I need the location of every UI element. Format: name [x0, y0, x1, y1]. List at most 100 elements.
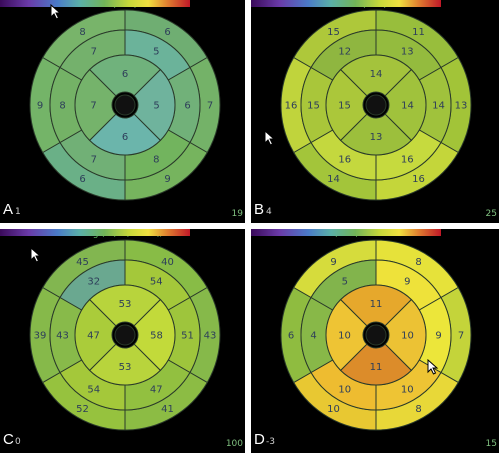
segment-value-apex-1: 10	[401, 331, 414, 342]
segment-value-outer-3: 10	[327, 404, 340, 415]
scale-max: 25	[485, 209, 497, 219]
color-scale-bar	[251, 229, 441, 236]
segment-apex-0	[339, 54, 413, 97]
segment-value-apex-3: 47	[87, 331, 100, 342]
segment-value-apex-3: 10	[338, 331, 351, 342]
scale-min: 0	[15, 437, 21, 447]
segment-value-outer-2: 41	[161, 404, 174, 415]
segment-value-mid-2: 10	[401, 385, 414, 396]
segment-apex-2	[339, 343, 413, 386]
segment-value-outer-0: 11	[412, 27, 425, 38]
segment-apex-0	[88, 284, 162, 327]
segment-apex-2	[88, 343, 162, 386]
segment-value-outer-3: 52	[76, 404, 89, 415]
segment-apex-0	[88, 54, 162, 97]
segment-value-mid-1: 9	[435, 331, 441, 342]
scale-min: -3	[266, 437, 275, 447]
segment-apex-3	[74, 298, 117, 372]
segment-value-apex-2: 6	[122, 132, 128, 143]
segment-value-mid-3: 54	[87, 385, 100, 396]
mouse-cursor-icon	[427, 359, 439, 375]
segment-value-apex-0: 6	[122, 69, 128, 80]
center-hole	[365, 94, 387, 116]
segment-apex-3	[325, 298, 368, 372]
center-hole	[114, 324, 136, 346]
segment-value-mid-4: 15	[307, 101, 320, 112]
segment-value-apex-0: 11	[370, 299, 383, 310]
segment-value-outer-5: 9	[330, 257, 336, 268]
panel-letter: D	[254, 431, 265, 448]
segment-value-outer-4: 39	[34, 331, 47, 342]
segment-value-outer-5: 45	[76, 257, 89, 268]
segment-value-mid-3: 16	[338, 155, 351, 166]
segment-value-apex-1: 58	[150, 331, 163, 342]
segment-value-outer-5: 8	[79, 27, 85, 38]
segment-value-outer-1: 7	[458, 331, 464, 342]
color-scale-bar	[0, 229, 190, 236]
segment-apex-2	[339, 113, 413, 156]
scale-max: 19	[231, 209, 243, 219]
segment-value-apex-3: 7	[90, 101, 96, 112]
segment-value-mid-5: 7	[91, 46, 97, 57]
segment-apex-2	[88, 113, 162, 156]
segment-value-mid-3: 10	[338, 385, 351, 396]
segment-value-apex-0: 53	[119, 299, 132, 310]
segment-value-mid-1: 51	[181, 331, 194, 342]
segment-value-mid-1: 6	[184, 101, 190, 112]
segment-value-outer-4: 16	[285, 101, 298, 112]
segment-value-mid-3: 7	[91, 155, 97, 166]
segment-value-apex-3: 15	[338, 101, 351, 112]
segment-value-outer-2: 9	[164, 174, 170, 185]
scale-max: 15	[485, 439, 497, 449]
segment-apex-1	[133, 298, 176, 372]
segment-value-mid-0: 54	[150, 276, 163, 287]
scale-min: 1	[15, 207, 21, 217]
segment-value-outer-1: 13	[455, 101, 468, 112]
mouse-cursor-icon	[50, 4, 62, 20]
bullseye-plot-c: 40 43 41 52 39 45 54 51 47 54 43 32 53 58 53 47	[29, 239, 221, 431]
segment-value-outer-3: 6	[79, 174, 85, 185]
segment-value-outer-0: 8	[415, 257, 421, 268]
segment-value-apex-2: 13	[370, 132, 383, 143]
segment-apex-1	[384, 68, 427, 142]
bullseye-plot-b: 11 13 16 14 16 15 13 14 16 16 15 12 14 14 13 15	[280, 9, 472, 201]
segment-apex-1	[133, 68, 176, 142]
segment-value-outer-2: 16	[412, 174, 425, 185]
segment-value-mid-2: 47	[150, 385, 163, 396]
segment-value-outer-0: 6	[164, 27, 170, 38]
segment-value-outer-1: 43	[204, 331, 217, 342]
segment-value-mid-1: 14	[432, 101, 445, 112]
center-hole	[365, 324, 387, 346]
segment-value-mid-0: 9	[404, 276, 410, 287]
panel-letter: C	[3, 431, 14, 448]
segment-apex-1	[384, 298, 427, 372]
segment-value-mid-2: 16	[401, 155, 414, 166]
segment-value-mid-0: 13	[401, 46, 414, 57]
center-hole	[114, 94, 136, 116]
segment-value-outer-4: 6	[288, 331, 294, 342]
segment-value-mid-2: 8	[153, 155, 159, 166]
mouse-cursor-icon	[264, 130, 276, 146]
segment-value-outer-3: 14	[327, 174, 340, 185]
scale-min: 4	[266, 207, 272, 217]
segment-value-mid-5: 12	[338, 46, 351, 57]
panel-letter: A	[3, 201, 14, 218]
panel-letter: B	[254, 201, 265, 218]
segment-value-outer-1: 7	[207, 101, 213, 112]
segment-apex-3	[74, 68, 117, 142]
segment-value-apex-1: 14	[401, 101, 414, 112]
segment-value-mid-5: 32	[87, 276, 100, 287]
segment-value-mid-4: 8	[59, 101, 65, 112]
segment-value-apex-1: 5	[153, 101, 159, 112]
segment-apex-3	[325, 68, 368, 142]
segment-value-apex-2: 53	[119, 362, 132, 373]
segment-value-apex-0: 14	[370, 69, 383, 80]
segment-value-mid-5: 5	[342, 276, 348, 287]
segment-value-outer-4: 9	[37, 101, 43, 112]
segment-value-mid-0: 5	[153, 46, 159, 57]
